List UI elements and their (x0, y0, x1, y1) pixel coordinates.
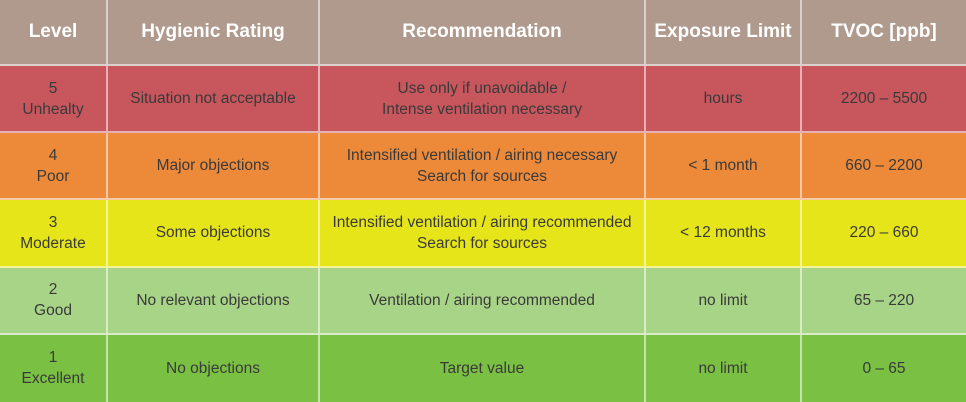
recommendation-cell: Target value (320, 334, 646, 402)
table-header: Level Hygienic Rating Recommendation Exp… (0, 0, 966, 66)
tvoc-cell: 660 – 2200 (802, 133, 966, 201)
recommendation-line: Intensified ventilation / airing recomme… (332, 213, 632, 231)
level-name: Excellent (21, 370, 85, 388)
recommendation-line: Search for sources (416, 234, 548, 252)
level-name: Poor (36, 167, 70, 185)
level-cell: 5 Unhealty (0, 66, 108, 134)
recommendation-line: Search for sources (416, 167, 548, 185)
rating-cell: No objections (108, 334, 320, 402)
level-cell: 3 Moderate (0, 200, 108, 268)
tvoc-cell: 2200 – 5500 (802, 66, 966, 134)
level-cell: 2 Good (0, 267, 108, 335)
rating-cell: Some objections (108, 200, 320, 268)
header-tvoc: TVOC [ppb] (802, 0, 966, 66)
level-name: Good (34, 302, 72, 320)
exposure-limit-cell: no limit (646, 267, 802, 335)
level-name: Unhealty (22, 100, 84, 118)
recommendation-cell: Intensified ventilation / airing recomme… (320, 200, 646, 268)
header-exposure-limit: Exposure Limit (646, 0, 802, 66)
rating-cell: Situation not acceptable (108, 66, 320, 134)
level-number: 2 (48, 281, 58, 299)
recommendation-cell: Use only if unavoidable / Intense ventil… (320, 66, 646, 134)
exposure-limit-cell: < 12 months (646, 200, 802, 268)
recommendation-cell: Ventilation / airing recommended (320, 267, 646, 335)
recommendation-line: Use only if unavoidable / (397, 79, 567, 97)
exposure-limit-cell: hours (646, 66, 802, 134)
table-row: 4 Poor Major objections Intensified vent… (0, 133, 966, 201)
table-row: 2 Good No relevant objections Ventilatio… (0, 267, 966, 335)
level-cell: 4 Poor (0, 133, 108, 201)
tvoc-cell: 220 – 660 (802, 200, 966, 268)
level-cell: 1 Excellent (0, 334, 108, 402)
level-name: Moderate (20, 234, 86, 252)
table-row: 5 Unhealty Situation not acceptable Use … (0, 66, 966, 134)
exposure-limit-cell: < 1 month (646, 133, 802, 201)
table-row: 3 Moderate Some objections Intensified v… (0, 200, 966, 268)
table-row: 1 Excellent No objections Target value n… (0, 334, 966, 402)
header-level: Level (0, 0, 108, 66)
rating-cell: No relevant objections (108, 267, 320, 335)
recommendation-line: Intense ventilation necessary (382, 100, 582, 118)
level-number: 5 (48, 79, 58, 97)
header-recommendation: Recommendation (320, 0, 646, 66)
recommendation-cell: Intensified ventilation / airing necessa… (320, 133, 646, 201)
recommendation-line: Intensified ventilation / airing necessa… (346, 146, 618, 164)
recommendation-line: Ventilation / airing recommended (369, 291, 595, 309)
tvoc-cell: 0 – 65 (802, 334, 966, 402)
level-number: 3 (48, 213, 58, 231)
recommendation-line: Target value (439, 359, 525, 377)
header-row: Level Hygienic Rating Recommendation Exp… (0, 0, 966, 66)
header-hygienic-rating: Hygienic Rating (108, 0, 320, 66)
table-body: 5 Unhealty Situation not acceptable Use … (0, 66, 966, 402)
level-number: 4 (48, 146, 58, 164)
level-number: 1 (48, 349, 58, 367)
tvoc-cell: 65 – 220 (802, 267, 966, 335)
rating-cell: Major objections (108, 133, 320, 201)
exposure-limit-cell: no limit (646, 334, 802, 402)
